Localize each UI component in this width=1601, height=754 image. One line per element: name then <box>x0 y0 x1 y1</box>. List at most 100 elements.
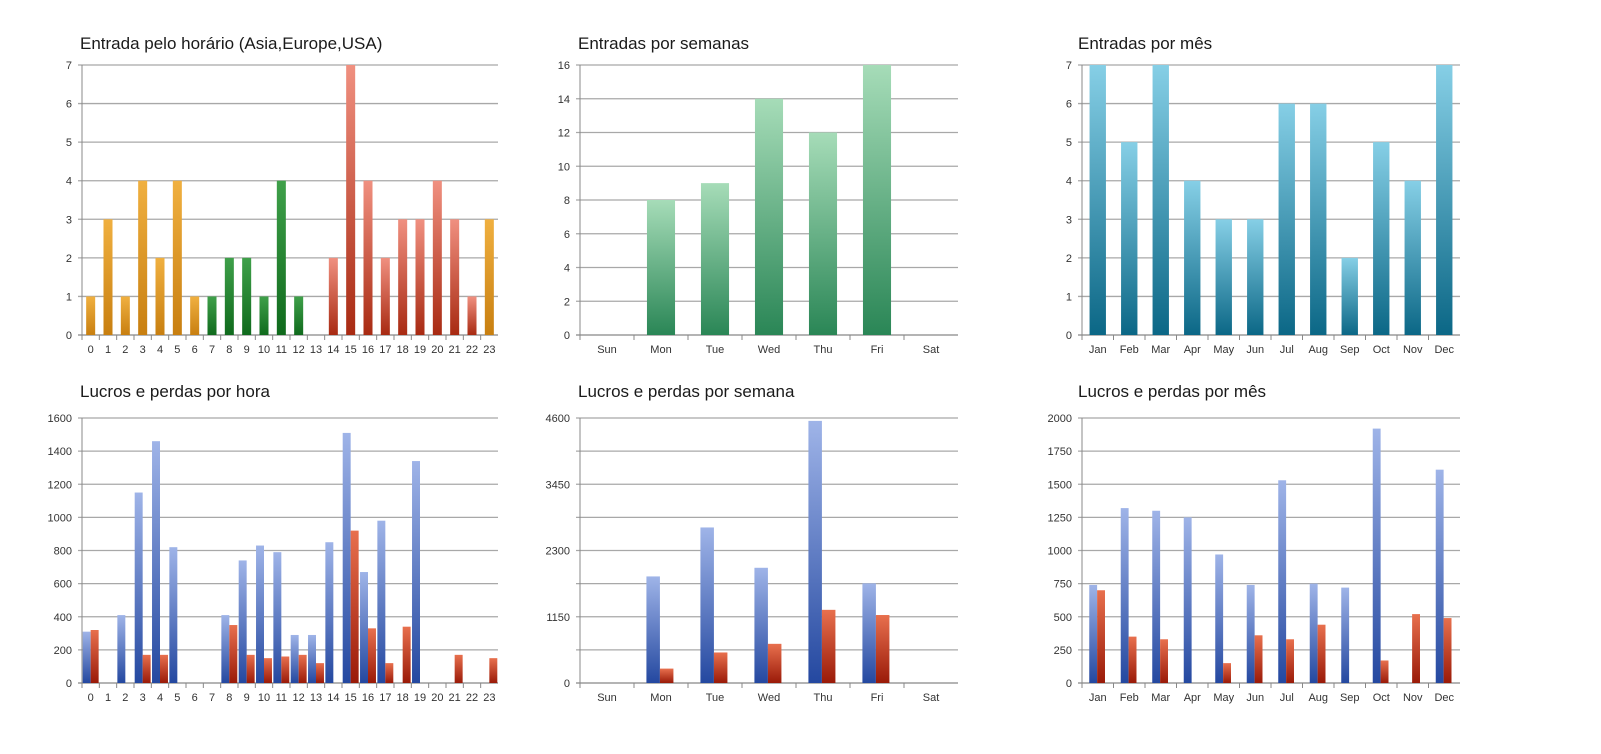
y-tick-label: 6 <box>564 229 570 241</box>
x-tick-label: Wed <box>758 344 780 356</box>
bar-entradas-1 <box>103 219 113 335</box>
bar-perdas-mon <box>659 668 674 683</box>
bar-entradas-19 <box>415 219 425 335</box>
bar-lucros-apr <box>1183 517 1192 683</box>
y-tick-label: 4 <box>564 263 570 275</box>
x-tick-label: May <box>1213 692 1234 704</box>
y-tick-label: 0 <box>564 678 570 690</box>
bar-entradas-21 <box>450 219 460 335</box>
y-tick-label: 7 <box>1066 60 1072 72</box>
bar-entradas-jul <box>1278 103 1295 335</box>
y-tick-label: 0 <box>564 330 570 342</box>
x-tick-label: May <box>1213 344 1234 356</box>
x-tick-label: Aug <box>1308 344 1328 356</box>
y-tick-label: 4 <box>1066 176 1072 188</box>
x-tick-label: Tue <box>706 692 725 704</box>
bar-entradas-6 <box>190 296 200 335</box>
bar-lucros-12 <box>290 634 299 683</box>
bar-lucros-mar <box>1152 510 1161 683</box>
bar-perdas-11 <box>281 656 290 683</box>
bar-entradas-3 <box>138 180 148 335</box>
x-tick-label: Apr <box>1184 692 1201 704</box>
x-tick-label: 12 <box>293 692 305 704</box>
bar-perdas-feb <box>1128 636 1137 683</box>
x-tick-label: 4 <box>157 692 163 704</box>
bar-perdas-aug <box>1317 624 1326 683</box>
x-tick-label: 22 <box>466 344 478 356</box>
y-tick-label: 1 <box>66 291 72 303</box>
x-tick-label: Apr <box>1184 344 1201 356</box>
bar-entradas-thu <box>808 132 838 335</box>
bar-entradas-7 <box>207 296 217 335</box>
bar-perdas-mar <box>1160 639 1168 683</box>
y-tick-label: 1000 <box>48 512 72 524</box>
chart-entries-by-month: Entradas por mês 0 1 2 3 4 5 6 7 Jan Feb Mar Apr May… <box>1040 30 1520 370</box>
bar-lucros-9 <box>238 560 247 683</box>
y-tick-label: 5 <box>66 137 72 149</box>
x-tick-label: 0 <box>88 344 94 356</box>
bar-entradas-jan <box>1089 65 1106 335</box>
x-tick-label: Jan <box>1089 344 1107 356</box>
x-tick-label: Fri <box>871 692 884 704</box>
x-tick-label: 11 <box>276 344 287 356</box>
x-tick-label: Mon <box>650 692 671 704</box>
x-tick-label: Nov <box>1403 692 1423 704</box>
x-tick-label: 4 <box>157 344 163 356</box>
bar-lucros-feb <box>1120 508 1129 683</box>
bar-entradas-23 <box>484 219 494 335</box>
x-tick-label: Dec <box>1434 692 1454 704</box>
chart-title: Entradas por mês <box>1078 34 1213 53</box>
y-tick-label: 250 <box>1054 645 1072 657</box>
y-tick-label: 600 <box>54 579 72 591</box>
x-tick-label: 9 <box>244 344 250 356</box>
bar-entradas-fri <box>862 65 892 335</box>
x-tick-label: 8 <box>226 692 232 704</box>
x-tick-label: 8 <box>226 344 232 356</box>
x-tick-label: 10 <box>258 344 270 356</box>
chart-title: Lucros e perdas por hora <box>80 382 270 401</box>
chart-title: Lucros e perdas por mês <box>1078 382 1267 401</box>
y-tick-label: 200 <box>54 645 72 657</box>
bar-perdas-17 <box>385 663 394 683</box>
bar-perdas-wed <box>767 643 782 683</box>
bar-lucros-thu <box>808 420 822 683</box>
x-tick-label: Sat <box>923 344 940 356</box>
bar-lucros-dec <box>1435 469 1444 683</box>
x-tick-label: 1 <box>105 344 111 356</box>
x-tick-label: 3 <box>140 344 146 356</box>
bar-entradas-11 <box>276 180 286 335</box>
bar-lucros-0 <box>82 631 91 683</box>
x-tick-label: Dec <box>1434 344 1454 356</box>
bar-lucros-13 <box>308 634 316 683</box>
chart-pnl-by-month: Lucros e perdas por mês 0 250 500 750 1000 12… <box>1040 380 1520 720</box>
x-tick-label: Feb <box>1120 692 1139 704</box>
bar-perdas-may <box>1223 663 1231 683</box>
x-tick-label: Mar <box>1151 692 1170 704</box>
bar-entradas-sep <box>1341 257 1358 335</box>
bar-lucros-mon <box>646 576 660 683</box>
bar-entradas-15 <box>346 65 356 335</box>
bar-perdas-nov <box>1412 614 1420 683</box>
x-tick-label: Thu <box>814 692 833 704</box>
bar-perdas-18 <box>402 626 411 683</box>
bar-entradas-8 <box>224 257 234 335</box>
chart-entries-by-hour: Entrada pelo horário (Asia,Europe,USA) 0… <box>40 30 520 370</box>
bar-entradas-mar <box>1152 65 1169 335</box>
y-tick-label: 800 <box>54 546 72 558</box>
bar-perdas-15 <box>350 530 359 683</box>
chart-pnl-by-hour: Lucros e perdas por hora 0 200 400 600 800 10… <box>40 380 520 720</box>
bar-lucros-4 <box>152 441 160 683</box>
chart-svg: 0 1 2 3 4 5 6 7 Jan Feb Mar Apr May Jun Jul Aug Sep Oct No… <box>1066 60 1460 356</box>
y-tick-label: 5 <box>1066 137 1072 149</box>
x-tick-label: 16 <box>362 692 374 704</box>
bar-lucros-fri <box>862 583 876 683</box>
chart-entries-by-weekday: Entradas por semanas 0 2 4 6 8 10 12 14 16 Sun Mon… <box>540 30 1020 370</box>
bar-perdas-dec <box>1443 618 1452 683</box>
y-tick-label: 1400 <box>48 446 72 458</box>
x-tick-label: 10 <box>258 692 270 704</box>
x-tick-label: Sep <box>1340 692 1360 704</box>
bar-perdas-jan <box>1097 590 1105 683</box>
x-tick-label: Wed <box>758 692 780 704</box>
bar-lucros-10 <box>256 545 264 683</box>
